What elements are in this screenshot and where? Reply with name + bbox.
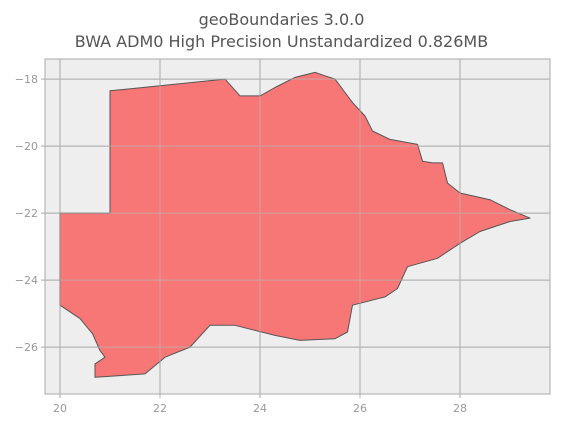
x-axis: 20 22 24 26 28 <box>53 394 467 415</box>
x-tick-label: 22 <box>153 402 167 415</box>
chart-title: geoBoundaries 3.0.0 <box>198 10 365 29</box>
x-tick-label: 24 <box>253 402 267 415</box>
y-tick-label: −26 <box>15 341 38 354</box>
y-axis: −18 −20 −22 −24 −26 <box>15 73 45 354</box>
x-tick-label: 26 <box>353 402 367 415</box>
chart-subtitle: BWA ADM0 High Precision Unstandardized 0… <box>74 32 489 51</box>
grid-overlay <box>45 59 550 394</box>
y-tick-label: −22 <box>15 207 38 220</box>
y-tick-label: −24 <box>15 274 38 287</box>
x-tick-label: 28 <box>453 402 467 415</box>
y-tick-label: −20 <box>15 140 38 153</box>
y-tick-label: −18 <box>15 73 38 86</box>
x-tick-label: 20 <box>53 402 67 415</box>
